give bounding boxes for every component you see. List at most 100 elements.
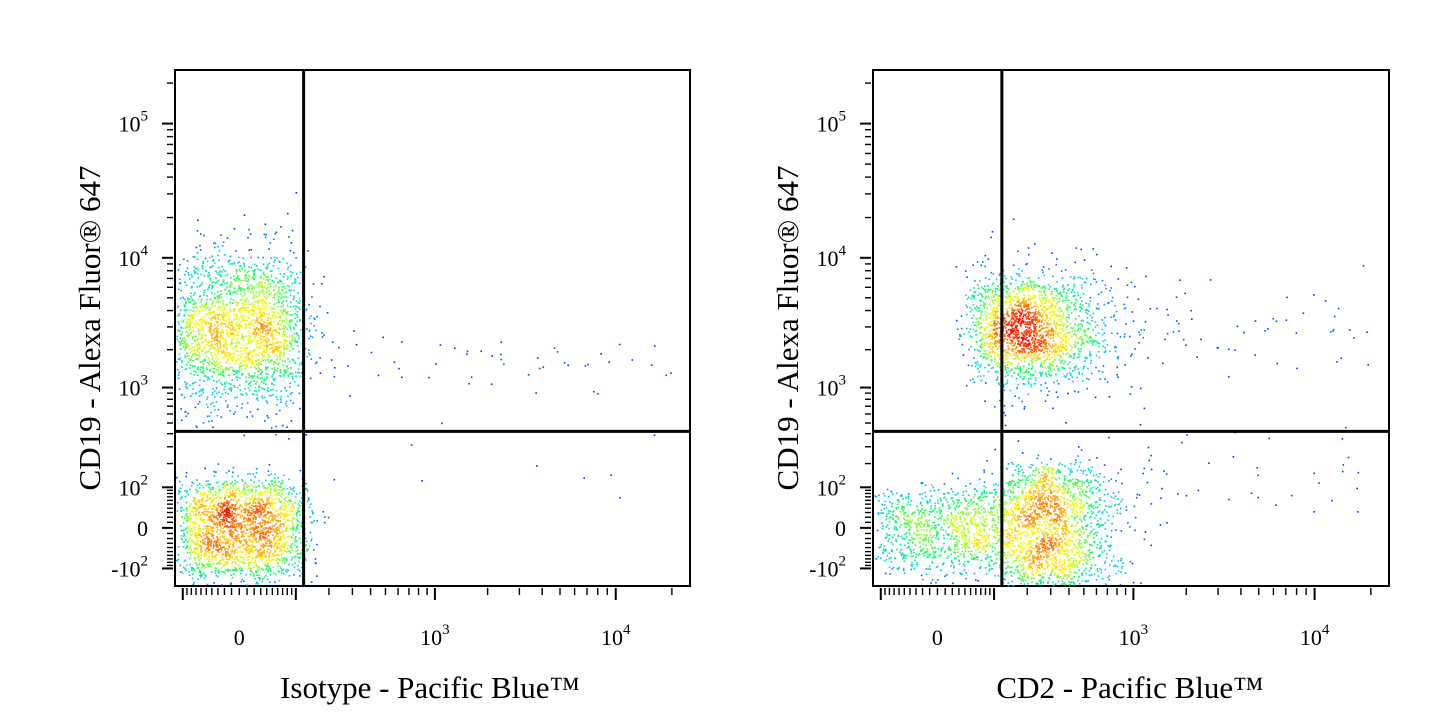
event-dot: [272, 265, 275, 267]
event-dot: [181, 360, 183, 362]
event-dot: [653, 434, 656, 437]
event-dot: [263, 379, 265, 382]
event-dot: [194, 521, 196, 523]
event-dot: [210, 340, 212, 343]
event-dot: [194, 301, 197, 303]
event-dot: [213, 520, 216, 523]
event-dot: [242, 257, 244, 260]
event-dot: [251, 341, 253, 343]
event-dot: [212, 259, 215, 261]
event-dot: [198, 555, 201, 558]
event-dot: [286, 345, 289, 348]
event-dot: [206, 500, 208, 502]
event-dot: [284, 369, 287, 371]
event-dot: [192, 256, 195, 258]
event-dot: [210, 403, 212, 405]
event-dot: [274, 559, 277, 562]
event-dot: [180, 348, 182, 350]
event-dot: [553, 347, 556, 349]
event-dot: [190, 297, 193, 300]
event-dot: [255, 319, 257, 321]
event-dot: [1034, 243, 1036, 245]
event-dot: [271, 499, 274, 501]
event-dot: [265, 278, 268, 281]
event-dot: [257, 556, 260, 558]
event-dot: [280, 354, 282, 356]
event-dot: [252, 519, 255, 521]
y-axis-title: CD19 - Alexa Fluor® 647: [72, 166, 107, 491]
event-dot: [208, 345, 210, 348]
event-dot: [202, 504, 205, 507]
event-dot: [263, 508, 265, 510]
event-dot: [240, 346, 242, 349]
event-dot: [217, 514, 220, 517]
event-dot: [202, 366, 204, 368]
event-dot: [279, 494, 281, 497]
event-dot: [278, 547, 280, 549]
event-dot: [238, 330, 241, 333]
event-dot: [290, 535, 293, 538]
event-dot: [238, 308, 240, 310]
event-dot: [267, 279, 269, 281]
event-dot: [239, 540, 242, 543]
event-dot: [191, 342, 193, 345]
event-dot: [280, 507, 282, 509]
event-dot: [192, 282, 195, 284]
event-dot: [209, 313, 211, 316]
event-dot: [299, 308, 301, 311]
event-dot: [297, 384, 300, 387]
event-dot: [197, 298, 200, 301]
event-dot: [247, 387, 250, 390]
event-dot: [190, 331, 192, 334]
event-dot: [188, 334, 190, 336]
event-dot: [202, 372, 205, 375]
event-dot: [301, 522, 303, 524]
event-dot: [230, 525, 232, 527]
event-dot: [256, 295, 258, 298]
event-dot: [1228, 348, 1230, 351]
event-dot: [213, 545, 215, 547]
event-dot: [207, 415, 209, 418]
event-dot: [189, 512, 191, 515]
event-dot: [184, 368, 187, 371]
event-dot: [500, 341, 503, 343]
event-dot: [252, 393, 255, 395]
event-dot: [235, 520, 237, 522]
event-dot: [198, 563, 201, 565]
event-dot: [251, 393, 254, 395]
event-dot: [224, 369, 227, 371]
event-dot: [201, 304, 203, 306]
event-dot: [278, 527, 280, 529]
event-dot: [218, 296, 220, 298]
event-dot: [201, 518, 203, 521]
event-dot: [266, 537, 268, 540]
event-dot: [188, 301, 190, 304]
event-dot: [235, 349, 238, 352]
event-dot: [267, 340, 269, 343]
event-dot: [206, 274, 209, 277]
event-dot: [233, 523, 235, 526]
event-dot: [255, 343, 258, 345]
event-dot: [265, 503, 268, 505]
event-dot: [280, 531, 283, 534]
event-dot: [232, 507, 235, 509]
event-dot: [237, 288, 240, 290]
event-dot: [248, 567, 251, 570]
event-dot: [258, 386, 260, 389]
event-dot: [275, 433, 277, 436]
event-dot: [221, 523, 224, 526]
event-dot: [286, 348, 288, 350]
event-dot: [1064, 269, 1067, 271]
event-dot: [267, 276, 269, 278]
event-dot: [292, 377, 294, 380]
event-dot: [271, 480, 273, 482]
event-dot: [236, 481, 238, 483]
event-dot: [255, 509, 258, 512]
event-dot: [234, 345, 237, 347]
event-dot: [245, 306, 248, 309]
event-dot: [191, 481, 193, 484]
event-dot: [271, 346, 274, 349]
event-dot: [1134, 348, 1136, 350]
event-dot: [297, 357, 300, 359]
event-dot: [973, 572, 976, 575]
